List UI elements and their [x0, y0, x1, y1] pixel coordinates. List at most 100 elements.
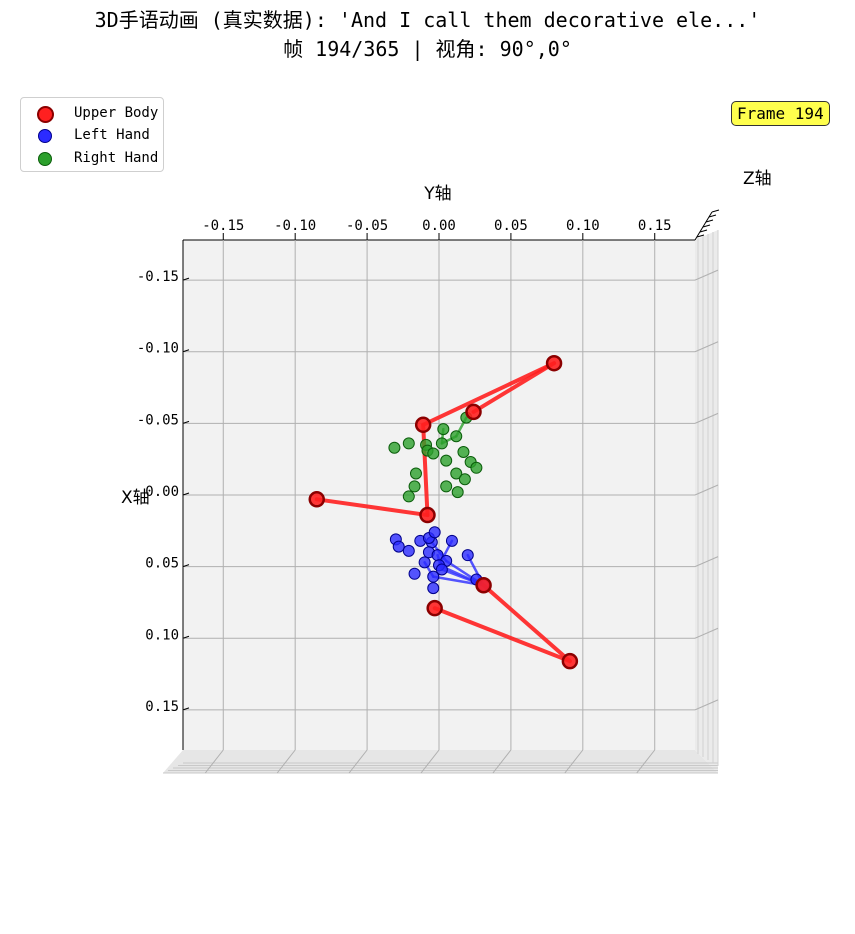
wall-gridline [694, 269, 719, 281]
y-tick-label: 0.15 [638, 218, 672, 234]
x-tick-mark [182, 349, 190, 353]
right-hand-point [450, 467, 463, 480]
legend-label: Upper Body [74, 105, 159, 121]
upper-body-edge [421, 361, 557, 427]
right-hand-point [458, 473, 471, 486]
upper-body-point [475, 577, 492, 594]
left-hand-point [427, 582, 440, 595]
x-tick-label: -0.15 [137, 269, 179, 285]
z-tick [705, 219, 714, 223]
wall-gridline [694, 556, 719, 568]
x-tick-mark [182, 564, 190, 568]
x-tick-label: 0.00 [145, 484, 179, 500]
x-axis-label: X轴 [121, 488, 150, 508]
right-hand-point [470, 461, 483, 474]
chart-title: 3D手语动画 (真实数据): 'And I call them decorati… [0, 6, 855, 64]
right-pane [695, 230, 718, 773]
right-hand-point [457, 446, 470, 459]
left-hand-marker-icon [38, 129, 52, 143]
title-line-1: 3D手语动画 (真实数据): 'And I call them decorati… [94, 8, 761, 32]
upper-body-marker-icon [37, 106, 54, 123]
left-hand-point [461, 549, 474, 562]
upper-body-edge [471, 361, 557, 414]
right-hand-point [402, 490, 415, 503]
right-hand-point [409, 467, 422, 480]
left-hand-point [392, 540, 405, 553]
x-tick-mark [182, 277, 190, 281]
right-hand-point [427, 447, 440, 460]
legend-label: Right Hand [74, 150, 159, 166]
floor-gridline [348, 749, 368, 774]
left-hand-point [408, 567, 421, 580]
right-hand-point [437, 423, 450, 436]
axes-panes [163, 209, 720, 774]
skeleton-points [308, 354, 579, 670]
left-hand-point [418, 556, 431, 569]
right-hand-marker-icon [38, 152, 52, 166]
right-hand-point [450, 430, 463, 443]
left-hand-point [445, 534, 458, 547]
wall-gridline [694, 484, 719, 496]
y-tick-label: 0.05 [494, 218, 528, 234]
z-tick [708, 214, 717, 218]
y-tick-label: -0.15 [202, 218, 244, 234]
wall-gridline [694, 627, 719, 639]
floor-gridline [420, 749, 440, 774]
x-tick-mark [182, 635, 190, 639]
right-hand-point [440, 480, 453, 493]
x-tick-label: 0.05 [145, 556, 179, 572]
legend-label: Left Hand [74, 127, 150, 143]
legend: Upper Body Left Hand Right Hand [20, 97, 164, 172]
upper-body-point [465, 403, 482, 421]
x-tick-label: 0.15 [145, 699, 179, 715]
frame-badge: Frame 194 [731, 101, 830, 126]
floor-gridline [276, 749, 296, 774]
y-tick-label: 0.00 [422, 218, 456, 234]
right-hand-point [435, 437, 448, 450]
axis-ticks: -0.15 -0.15 -0.10 -0.10 -0.05 -0.05 0.00 0.00 0.… [137, 218, 672, 715]
upper-body-edge [314, 497, 430, 518]
title-line-2: 帧 194/365 | 视角: 90°,0° [283, 37, 572, 61]
upper-body-point [308, 491, 326, 508]
y-axis-label: Y轴 [423, 184, 451, 204]
upper-body-edge [432, 606, 572, 664]
wall-gridline [694, 412, 719, 424]
skeleton-edges [314, 361, 572, 664]
x-tick-label: 0.10 [145, 627, 179, 643]
y-tick-label: -0.10 [274, 218, 316, 234]
floor-gridline [564, 749, 584, 774]
wall-gridline [694, 341, 719, 353]
x-tick-mark [182, 707, 190, 711]
bottom-pane [163, 750, 718, 773]
upper-body-point [419, 506, 436, 524]
z-tick [699, 229, 708, 233]
x-tick-label: -0.10 [137, 341, 179, 357]
upper-body-point [545, 354, 563, 372]
right-hand-point [402, 437, 415, 450]
wall-gridline [694, 699, 719, 711]
left-hand-point [402, 544, 415, 557]
right-hand-point [440, 454, 453, 467]
right-hand-point [451, 486, 464, 499]
left-hand-point [428, 526, 441, 539]
z-tick [702, 224, 711, 228]
upper-body-point [426, 599, 443, 617]
floor-gridline [204, 749, 224, 774]
x-tick-mark [182, 492, 190, 496]
x-tick-label: -0.05 [137, 412, 179, 428]
grid-lines [183, 240, 719, 774]
right-hand-point [388, 441, 401, 454]
right-hand-point [408, 480, 421, 493]
upper-body-point [561, 652, 579, 670]
z-tick [696, 234, 705, 238]
upper-body-edge [481, 583, 572, 664]
y-tick-label: 0.10 [566, 218, 600, 234]
z-tick [711, 209, 720, 213]
floor-gridline [492, 749, 512, 774]
x-tick-mark [182, 420, 190, 424]
upper-body-point [414, 416, 432, 434]
left-hand-point [435, 563, 448, 576]
floor-gridline [636, 749, 656, 774]
y-tick-label: -0.05 [346, 218, 388, 234]
